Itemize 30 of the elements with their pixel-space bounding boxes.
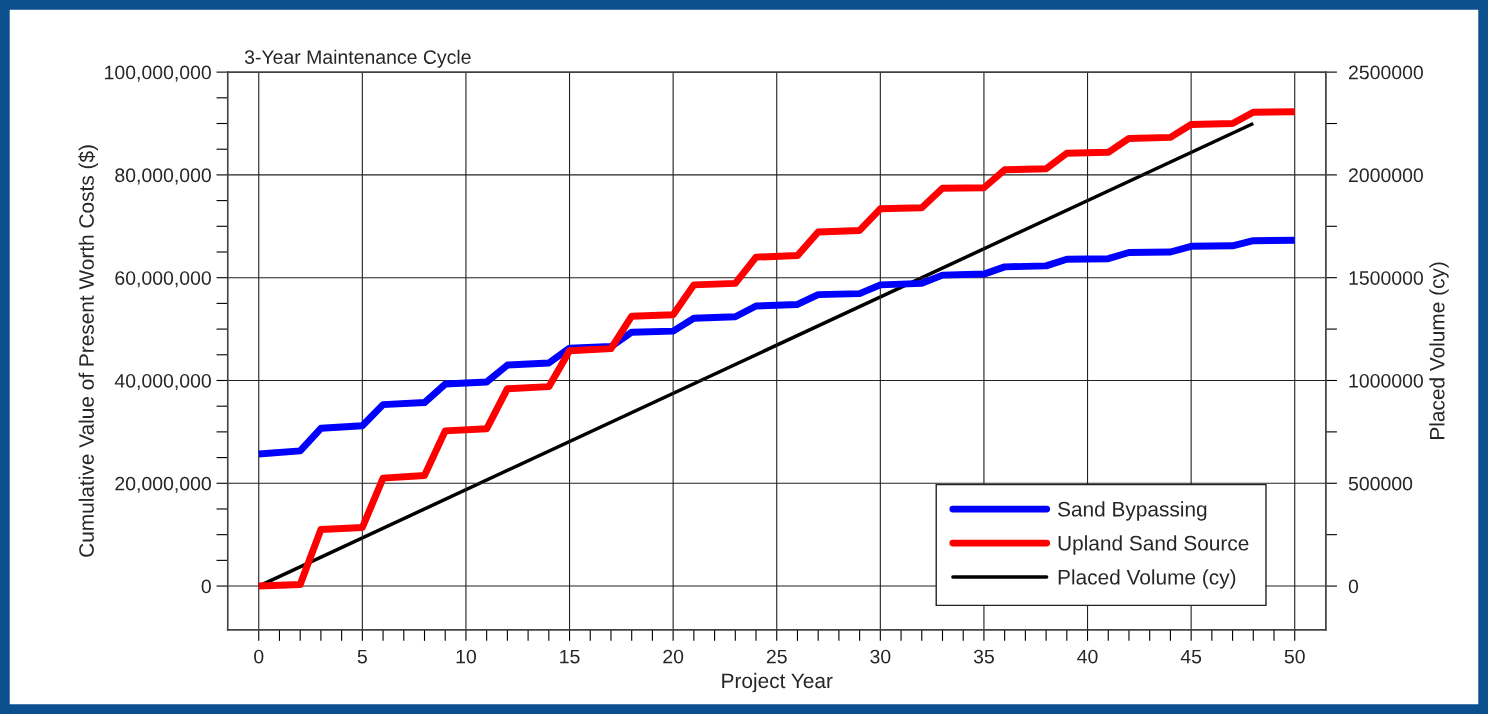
chart-title: 3-Year Maintenance Cycle [244,49,471,68]
x-tick-label: 30 [870,649,891,664]
legend-label: Placed Volume (cy) [1058,569,1236,589]
x-tick-label: 15 [560,649,580,664]
x-axis-title: Project Year [722,672,833,693]
y-tick-label: 20,000,000 [115,476,211,493]
y-tick-label: 80,000,000 [115,168,211,185]
x-tick-label: 50 [1284,649,1305,664]
y2-tick-label: 2000000 [1349,168,1423,183]
y-tick-label: 60,000,000 [115,271,211,288]
x-tick-label: 35 [973,649,994,664]
y2-tick-label: 1000000 [1349,373,1423,388]
x-tick-label: 10 [456,649,476,664]
y2-tick-label: 2500000 [1349,65,1423,80]
y2-axis-title: Placed Volume (cy) [1429,262,1449,439]
legend-label: Sand Bypassing [1058,501,1207,521]
x-tick-label: 45 [1180,649,1202,664]
x-tick-label: 25 [766,649,787,664]
x-tick-label: 20 [663,649,684,664]
y-axis-title: Cumulative Value of Present Worth Costs ($) [78,145,99,557]
x-tick-label: 40 [1077,649,1098,664]
y-tick-label: 0 [201,579,211,594]
x-tick-label: 0 [254,649,264,664]
y-tick-label: 100,000,000 [105,65,211,82]
y-tick-label: 40,000,000 [114,373,211,391]
y2-tick-label: 500000 [1348,476,1413,491]
x-tick-label: 5 [357,649,367,664]
y2-tick-label: 1500000 [1349,271,1423,285]
y2-tick-label: 0 [1348,579,1359,594]
legend-label: Upland Sand Source [1058,535,1249,555]
